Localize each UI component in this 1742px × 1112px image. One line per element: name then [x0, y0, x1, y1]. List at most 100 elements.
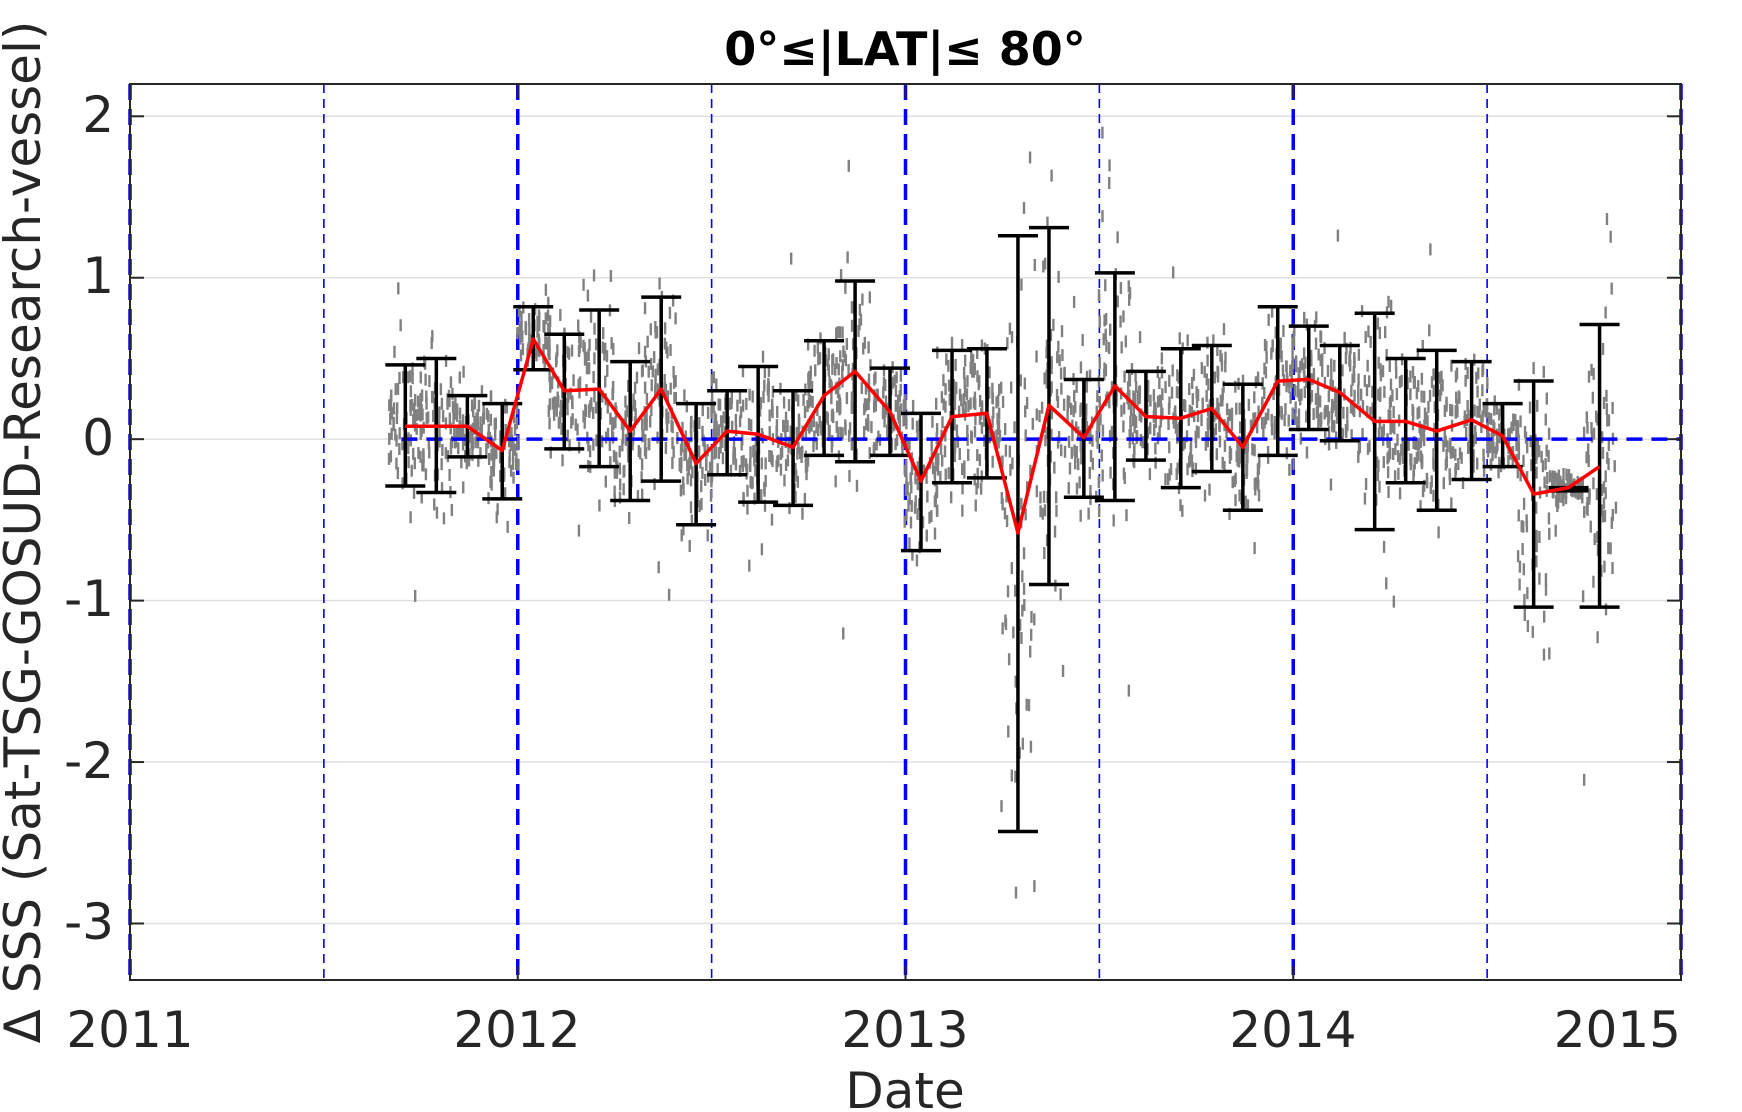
scatter-point: [1251, 443, 1254, 456]
scatter-point: [1127, 293, 1131, 306]
scatter-point: [568, 439, 571, 452]
scatter-point: [457, 442, 460, 455]
scatter-point: [1371, 385, 1374, 398]
scatter-point: [1001, 622, 1004, 635]
scatter-point: [1478, 398, 1482, 411]
scatter-point: [1280, 350, 1283, 363]
scatter-point: [779, 463, 783, 476]
scatter-point: [966, 424, 969, 437]
scatter-point: [516, 438, 519, 451]
scatter-point: [640, 488, 644, 501]
scatter-point: [1215, 448, 1219, 461]
scatter-point: [1096, 390, 1099, 403]
scatter-point: [1415, 451, 1419, 464]
scatter-point: [1038, 410, 1041, 423]
scatter-point: [591, 406, 595, 419]
scatter-point: [1066, 395, 1070, 408]
scatter-point: [1158, 377, 1161, 390]
scatter-point: [797, 426, 800, 439]
scatter-point: [947, 467, 950, 480]
scatter-point: [1389, 299, 1393, 312]
scatter-point: [908, 537, 911, 550]
scatter-point: [1378, 326, 1382, 339]
scatter-point: [947, 359, 950, 372]
scatter-point: [548, 315, 552, 328]
scatter-point: [746, 484, 749, 497]
scatter-point: [462, 365, 465, 378]
scatter-point: [1188, 383, 1191, 396]
scatter-point: [1009, 463, 1012, 476]
scatter-point: [511, 457, 515, 470]
scatter-point: [609, 412, 612, 425]
scatter-point: [858, 318, 861, 331]
scatter-point: [1605, 213, 1609, 226]
scatter-point: [1336, 229, 1340, 242]
scatter-point: [965, 388, 969, 401]
scatter-point: [1293, 323, 1296, 336]
scatter-point: [1156, 395, 1160, 408]
scatter-point: [1596, 413, 1599, 426]
scatter-point: [388, 432, 391, 445]
scatter-point: [899, 403, 903, 416]
scatter-point: [701, 425, 704, 438]
scatter-point: [589, 400, 592, 413]
scatter-point: [1586, 443, 1590, 456]
scatter-point: [861, 293, 864, 306]
scatter-point: [1018, 619, 1022, 632]
scatter-point: [1103, 362, 1106, 375]
scatter-point: [456, 427, 459, 440]
scatter-point: [1346, 406, 1349, 419]
scatter-point: [448, 468, 451, 481]
scatter-point: [570, 416, 573, 429]
scatter-point: [796, 447, 799, 460]
scatter-point: [1535, 555, 1538, 568]
scatter-point: [1171, 364, 1174, 377]
scatter-point: [1398, 487, 1402, 500]
scatter-point: [911, 548, 914, 561]
scatter-point: [828, 376, 831, 389]
scatter-point: [578, 330, 581, 343]
scatter-point: [1135, 430, 1138, 443]
scatter-point: [1029, 740, 1033, 753]
scatter-point: [1519, 469, 1522, 482]
scatter-point: [848, 470, 851, 483]
scatter-point: [866, 414, 870, 427]
scatter-point: [1204, 431, 1208, 444]
scatter-point: [1540, 450, 1543, 463]
scatter-point: [1253, 391, 1256, 404]
scatter-point: [1448, 468, 1451, 481]
scatter-point: [595, 434, 598, 447]
scatter-point: [1228, 445, 1232, 458]
scatter-point: [883, 415, 886, 428]
scatter-point: [1256, 371, 1260, 384]
scatter-point: [1383, 385, 1386, 398]
scatter-point: [461, 438, 465, 451]
scatter-point: [542, 344, 545, 357]
scatter-point: [1579, 478, 1583, 491]
scatter-point: [1316, 402, 1320, 415]
scatter-point: [1230, 418, 1234, 431]
scatter-point: [784, 424, 787, 437]
scatter-point: [916, 428, 919, 441]
scatter-point: [1456, 405, 1459, 418]
scatter-point: [1033, 880, 1036, 893]
scatter-point: [1477, 367, 1480, 380]
scatter-point: [1382, 540, 1386, 553]
scatter-point: [1335, 397, 1338, 410]
scatter-point: [1364, 331, 1367, 344]
scatter-point: [855, 479, 859, 492]
scatter-point: [649, 358, 653, 371]
scatter-point: [1263, 362, 1266, 375]
scatter-point: [835, 327, 838, 340]
scatter-point: [600, 435, 604, 448]
scatter-point: [475, 424, 479, 437]
scatter-point: [1583, 505, 1586, 518]
scatter-point: [419, 450, 422, 463]
scatter-point: [653, 478, 656, 491]
scatter-point: [549, 380, 552, 393]
scatter-point: [601, 341, 604, 354]
scatter-point: [1004, 444, 1008, 457]
scatter-point: [808, 370, 811, 383]
scatter-point: [461, 425, 465, 438]
scatter-point: [1216, 344, 1219, 357]
